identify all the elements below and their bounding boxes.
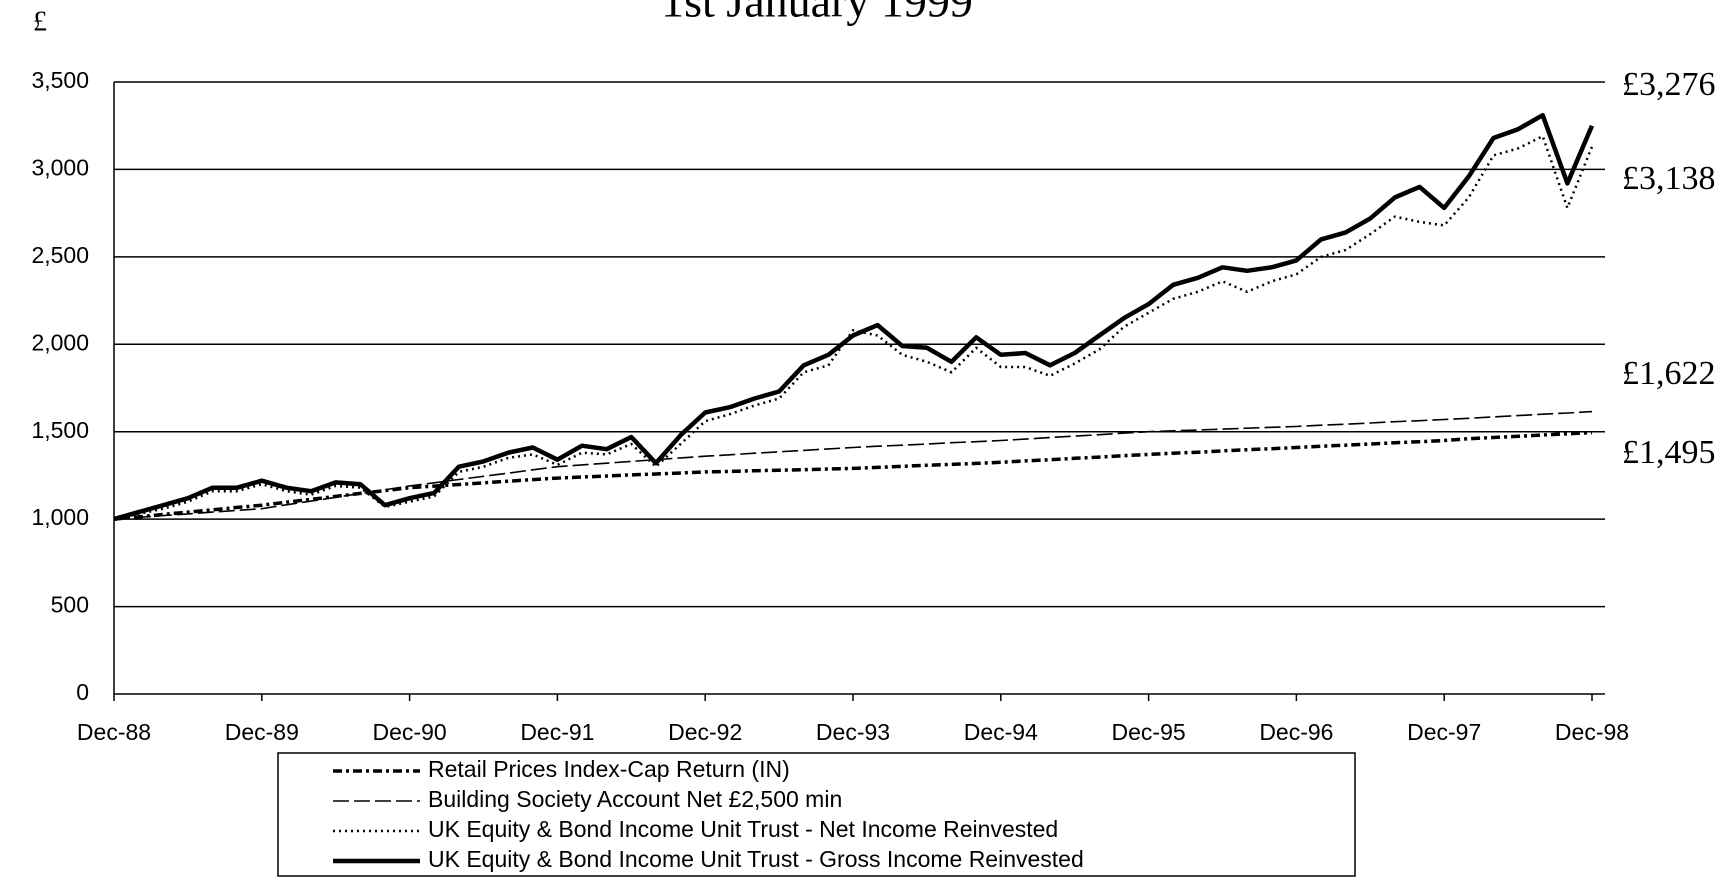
y-tick-label: 3,500 [31, 67, 89, 93]
legend-label: Building Society Account Net £2,500 min [428, 786, 842, 812]
legend-label: UK Equity & Bond Income Unit Trust - Net… [428, 816, 1058, 842]
x-tick-label: Dec-93 [816, 719, 890, 745]
y-tick-label: 1,000 [31, 504, 89, 530]
x-tick-label: Dec-96 [1259, 719, 1333, 745]
end-value-annotation: £1,495 [1622, 434, 1716, 471]
y-axis-label: £ [33, 6, 47, 37]
x-tick-label: Dec-95 [1112, 719, 1186, 745]
x-tick-label: Dec-89 [225, 719, 299, 745]
y-tick-label: 2,000 [31, 329, 89, 355]
x-tick-label: Dec-98 [1555, 719, 1629, 745]
end-value-annotation: £3,276 [1622, 66, 1716, 103]
legend-label: Retail Prices Index-Cap Return (IN) [428, 756, 790, 782]
series-line [113, 112, 1595, 522]
legend-box [277, 752, 1356, 877]
y-tick-label: 2,500 [31, 242, 89, 268]
legend-label: UK Equity & Bond Income Unit Trust - Gro… [428, 846, 1084, 872]
x-tick-label: Dec-88 [77, 719, 151, 745]
x-tick-label: Dec-90 [373, 719, 447, 745]
y-tick-label: 1,500 [31, 417, 89, 443]
end-value-annotation: £1,622 [1622, 355, 1716, 392]
chart-title: 1st January 1999 [661, 0, 973, 27]
series-line [113, 410, 1593, 520]
series-line [113, 430, 1593, 521]
x-tick-label: Dec-94 [964, 719, 1038, 745]
x-tick-label: Dec-92 [668, 719, 742, 745]
x-tick-label: Dec-97 [1407, 719, 1481, 745]
x-tick-label: Dec-91 [520, 719, 594, 745]
y-tick-label: 3,000 [31, 155, 89, 181]
end-value-annotation: £3,138 [1622, 160, 1716, 197]
y-tick-label: 500 [51, 592, 89, 618]
series-line [113, 134, 1594, 521]
y-tick-label: 0 [76, 679, 89, 705]
